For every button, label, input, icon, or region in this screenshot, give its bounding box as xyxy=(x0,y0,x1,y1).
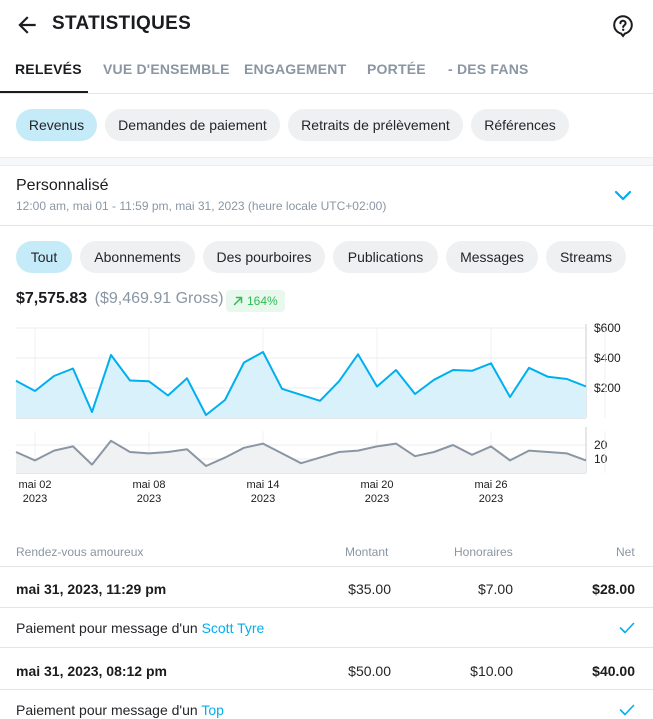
description-text: Paiement pour message d'un Scott Tyre xyxy=(16,620,264,636)
row-fee: $10.00 xyxy=(470,663,513,679)
x-tick-day-label: mai 14 xyxy=(246,479,279,491)
growth-value: 164% xyxy=(247,294,278,308)
chip-tout[interactable]: Tout xyxy=(16,241,72,273)
chip-references[interactable]: Références xyxy=(471,109,569,141)
period-range: 12:00 am, mai 01 - 11:59 pm, mai 31, 202… xyxy=(16,199,387,213)
x-tick-year-label: 2023 xyxy=(23,493,47,505)
gross-total: ($9,469.91 Gross) xyxy=(94,290,224,307)
description-label: Paiement pour message d'un xyxy=(16,620,198,636)
x-tick-day-label: mai 08 xyxy=(132,479,165,491)
header-date: Rendez-vous amoureux xyxy=(16,545,144,559)
row-date: mai 31, 2023, 08:12 pm xyxy=(16,663,167,679)
revenue-y-tick-label: $400 xyxy=(594,351,621,365)
revenue-y-tick-label: $600 xyxy=(594,321,621,335)
tab-vue-ensemble[interactable]: VUE D'ENSEMBLE xyxy=(103,61,230,77)
tab-portee[interactable]: PORTÉE xyxy=(367,61,426,77)
tab-releves[interactable]: RELEVÉS xyxy=(15,61,82,77)
chip-revenus[interactable]: Revenus xyxy=(16,109,97,141)
user-link[interactable]: Scott Tyre xyxy=(201,620,265,636)
tab-des-fans[interactable]: - DES FANS xyxy=(448,61,529,77)
trend-up-icon xyxy=(233,296,243,306)
check-icon xyxy=(619,704,635,716)
stats-tabs: RELEVÉS VUE D'ENSEMBLE ENGAGEMENT PORTÉE… xyxy=(0,50,653,94)
x-tick-day-label: mai 20 xyxy=(360,479,393,491)
count-y-tick-label: 20 xyxy=(594,438,608,452)
chip-streams[interactable]: Streams xyxy=(546,241,626,273)
description-label: Paiement pour message d'un xyxy=(16,702,198,718)
count-area xyxy=(16,440,586,473)
x-tick-year-label: 2023 xyxy=(137,493,161,505)
table-row[interactable]: mai 31, 2023, 08:12 pm $50.00 $10.00 $40… xyxy=(0,650,653,690)
row-description: Paiement pour message d'un Scott Tyre xyxy=(0,608,653,648)
row-date: mai 31, 2023, 11:29 pm xyxy=(16,581,167,597)
table-row[interactable]: mai 31, 2023, 11:29 pm $35.00 $7.00 $28.… xyxy=(0,568,653,608)
chip-messages[interactable]: Messages xyxy=(446,241,538,273)
row-amount: $50.00 xyxy=(348,663,391,679)
tab-engagement[interactable]: ENGAGEMENT xyxy=(244,61,347,77)
revenue-series-line xyxy=(15,351,587,416)
growth-badge: 164% xyxy=(226,290,285,312)
x-tick-day-label: mai 02 xyxy=(18,479,51,491)
chip-des-pourboires[interactable]: Des pourboires xyxy=(203,241,325,273)
header-fee: Honoraires xyxy=(454,545,513,559)
count-series-line xyxy=(15,439,587,467)
count-y-tick-label: 10 xyxy=(594,452,608,466)
earnings-totals: $7,575.83 ($9,469.91 Gross) 164% xyxy=(16,290,285,314)
chevron-down-icon xyxy=(614,190,632,201)
revenue-y-tick-label: $200 xyxy=(594,381,621,395)
row-net: $40.00 xyxy=(592,663,635,679)
header-net: Net xyxy=(616,545,635,559)
row-description: Paiement pour message d'un Top xyxy=(0,690,653,719)
user-link[interactable]: Top xyxy=(201,702,224,718)
page-title: STATISTIQUES xyxy=(52,13,192,34)
net-total: $7,575.83 xyxy=(16,290,88,307)
revenue-area xyxy=(16,352,586,418)
x-tick-day-label: mai 26 xyxy=(474,479,507,491)
arrow-left-icon[interactable] xyxy=(14,12,40,38)
header-amount: Montant xyxy=(345,545,389,559)
row-fee: $7.00 xyxy=(477,581,513,597)
question-bubble-icon[interactable] xyxy=(611,14,635,38)
description-text: Paiement pour message d'un Top xyxy=(16,702,224,718)
chip-publications[interactable]: Publications xyxy=(333,241,438,273)
chip-abonnements[interactable]: Abonnements xyxy=(80,241,195,273)
top-bar: STATISTIQUES xyxy=(0,0,653,50)
x-tick-year-label: 2023 xyxy=(251,493,275,505)
period-selector[interactable]: Personnalisé 12:00 am, mai 01 - 11:59 pm… xyxy=(0,166,653,226)
chip-retraits-prelevement[interactable]: Retraits de prélèvement xyxy=(288,109,463,141)
check-icon xyxy=(619,622,635,634)
active-tab-indicator xyxy=(0,91,88,93)
row-amount: $35.00 xyxy=(348,581,391,597)
period-title: Personnalisé xyxy=(16,177,109,194)
row-net: $28.00 xyxy=(592,581,635,597)
chip-demandes-paiement[interactable]: Demandes de paiement xyxy=(105,109,280,141)
section-divider xyxy=(0,157,653,166)
table-header: Rendez-vous amoureux Montant Honoraires … xyxy=(0,540,653,567)
x-tick-year-label: 2023 xyxy=(365,493,389,505)
x-tick-year-label: 2023 xyxy=(479,493,503,505)
